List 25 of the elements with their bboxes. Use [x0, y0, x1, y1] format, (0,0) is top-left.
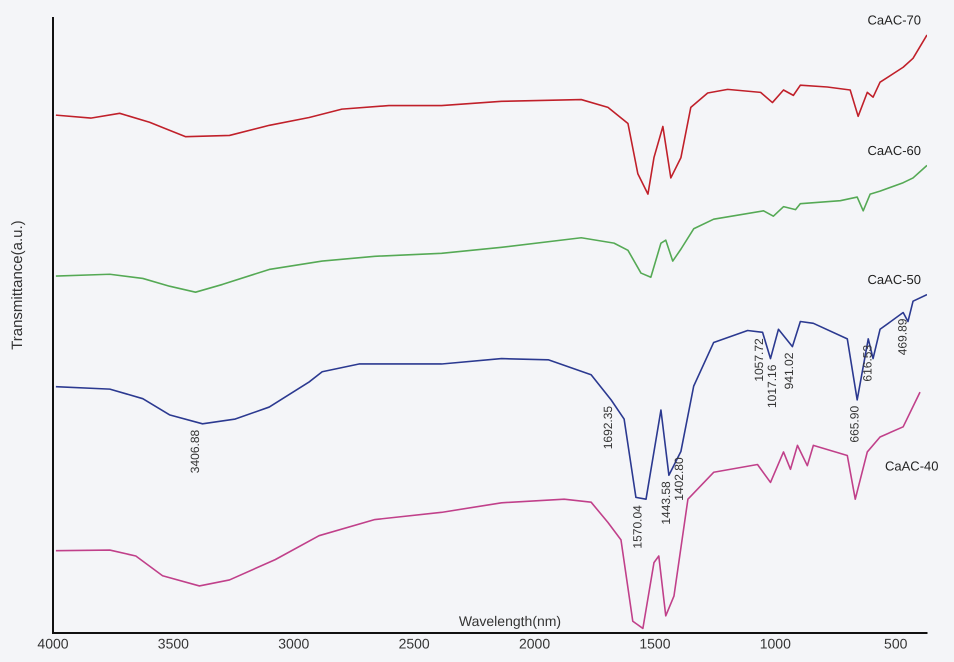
annotation: 3406.88: [188, 430, 202, 474]
annotation: 665.90: [848, 406, 862, 443]
x-tick-label: 4000: [37, 635, 69, 652]
series-label: CaAC-40: [885, 458, 938, 474]
series-label: CaAC-50: [868, 272, 921, 288]
annotation: 469.89: [895, 318, 910, 356]
annotation: 1443.58: [659, 480, 674, 525]
annotation: 941.02: [782, 352, 796, 390]
annotation: 1402.80: [672, 457, 686, 501]
x-axis-title: Wavelength(nm): [458, 613, 562, 630]
y-axis-title: Transmittance(a.u.): [9, 220, 26, 350]
x-tick-label: 2500: [398, 635, 430, 652]
annotation: 1570.04: [630, 504, 644, 549]
x-tick-label: 3500: [158, 635, 190, 652]
x-tick-label: 1500: [639, 635, 671, 652]
x-tick-label: 2000: [518, 635, 550, 652]
annotation: 616.53: [860, 344, 875, 382]
x-tick-label: 3000: [278, 635, 310, 652]
x-tick-label: 500: [884, 635, 908, 652]
series-label: CaAC-70: [868, 12, 921, 28]
series-label: CaAC-60: [868, 142, 921, 158]
annotation: 1017.16: [765, 364, 780, 408]
annotation: 1692.35: [600, 406, 615, 450]
annotation: 1057.72: [752, 338, 766, 382]
x-tick-label: 1000: [760, 635, 792, 652]
